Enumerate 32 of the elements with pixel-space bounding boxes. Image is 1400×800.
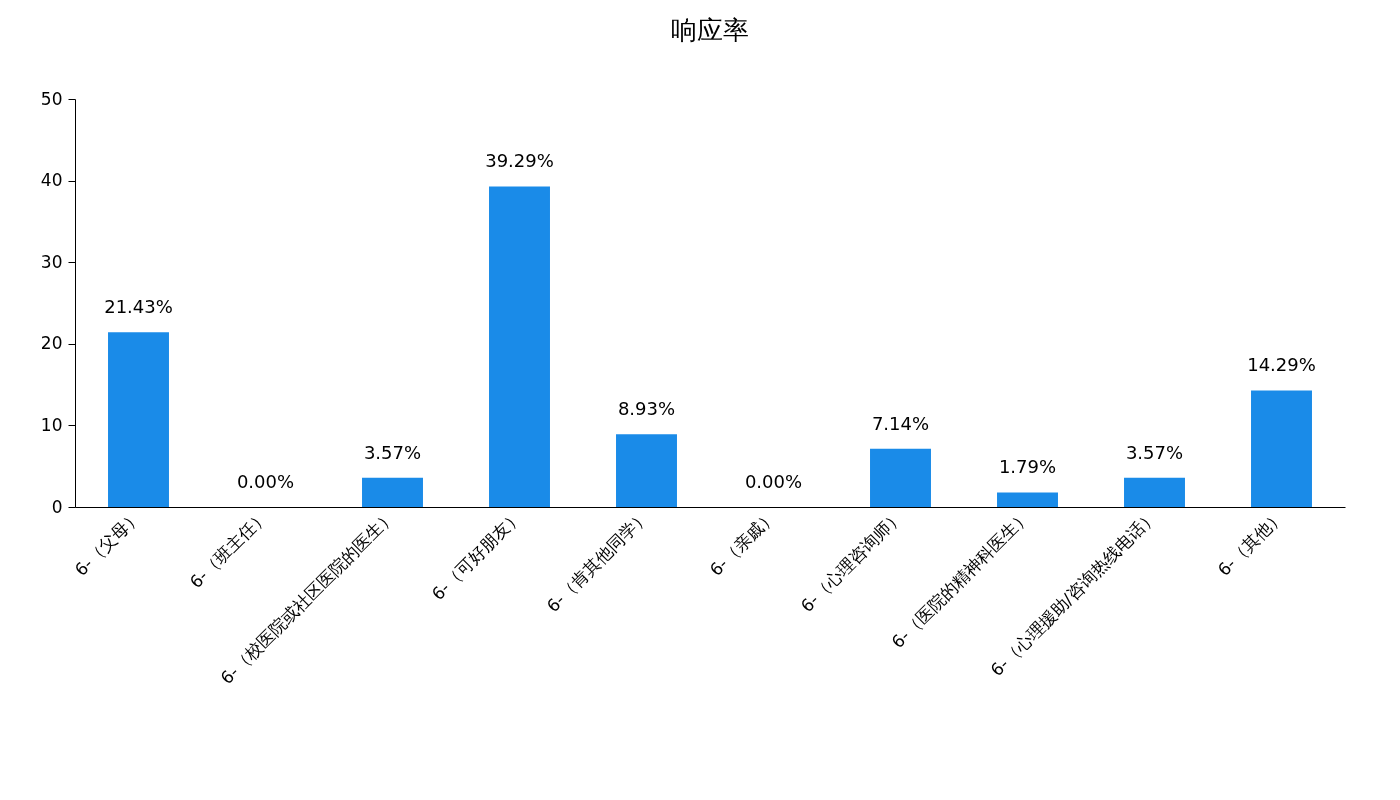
x-tick-label: 6-（班主任） bbox=[185, 505, 272, 592]
data-label: 8.93% bbox=[617, 398, 676, 420]
x-tick-label: 6-（可好朋友） bbox=[427, 505, 526, 604]
bar bbox=[1124, 477, 1185, 507]
y-tick-label: 10 bbox=[40, 414, 63, 435]
y-tick-label: 30 bbox=[40, 251, 63, 272]
data-label: 1.79% bbox=[998, 456, 1057, 478]
data-label: 39.29% bbox=[485, 150, 554, 172]
bar bbox=[997, 492, 1058, 507]
x-tick-label: 6-（肯其他同学） bbox=[542, 505, 653, 616]
y-tick-label: 40 bbox=[40, 170, 63, 191]
bar bbox=[362, 477, 423, 507]
x-tick-label: 6-（亲戚） bbox=[705, 505, 780, 580]
bar bbox=[1251, 390, 1312, 507]
y-tick-label: 20 bbox=[40, 333, 63, 354]
data-label: 0.00% bbox=[236, 471, 295, 492]
data-label: 0.00% bbox=[744, 471, 803, 492]
bar bbox=[489, 186, 550, 507]
x-tick-label: 6-（其他） bbox=[1213, 505, 1288, 580]
data-label: 3.57% bbox=[1125, 441, 1184, 463]
data-label: 14.29% bbox=[1247, 354, 1316, 376]
bar bbox=[870, 448, 931, 507]
y-tick-label: 50 bbox=[40, 88, 63, 109]
bar bbox=[108, 332, 169, 507]
bar bbox=[616, 434, 677, 507]
x-tick-label: 6-（父母） bbox=[70, 505, 145, 580]
data-label: 21.43% bbox=[104, 296, 173, 318]
data-label: 3.57% bbox=[363, 441, 422, 463]
y-tick-label: 0 bbox=[51, 496, 63, 517]
data-label: 7.14% bbox=[871, 412, 930, 434]
x-tick-label: 6-（心理咨询师） bbox=[796, 505, 907, 616]
chart-title: 响应率 bbox=[671, 15, 749, 45]
